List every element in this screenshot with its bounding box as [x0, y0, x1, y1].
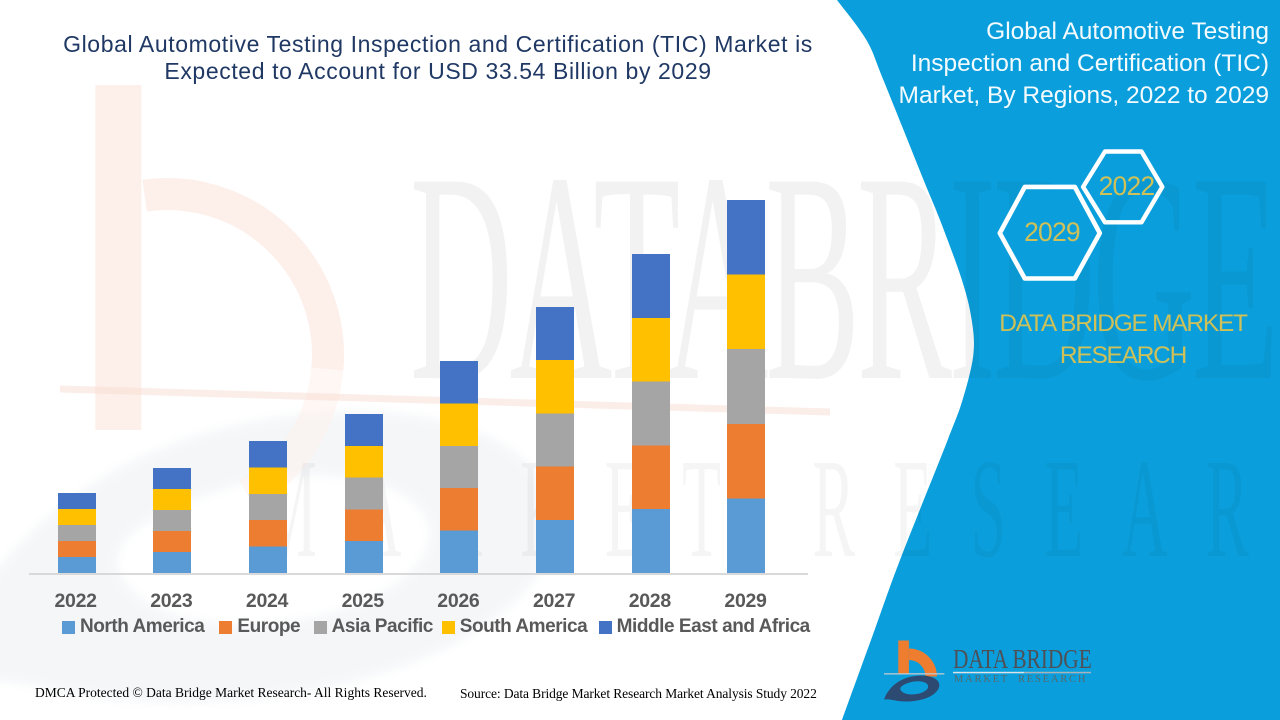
svg-text:MARKET RESEARCH: MARKET RESEARCH	[260, 430, 1280, 587]
